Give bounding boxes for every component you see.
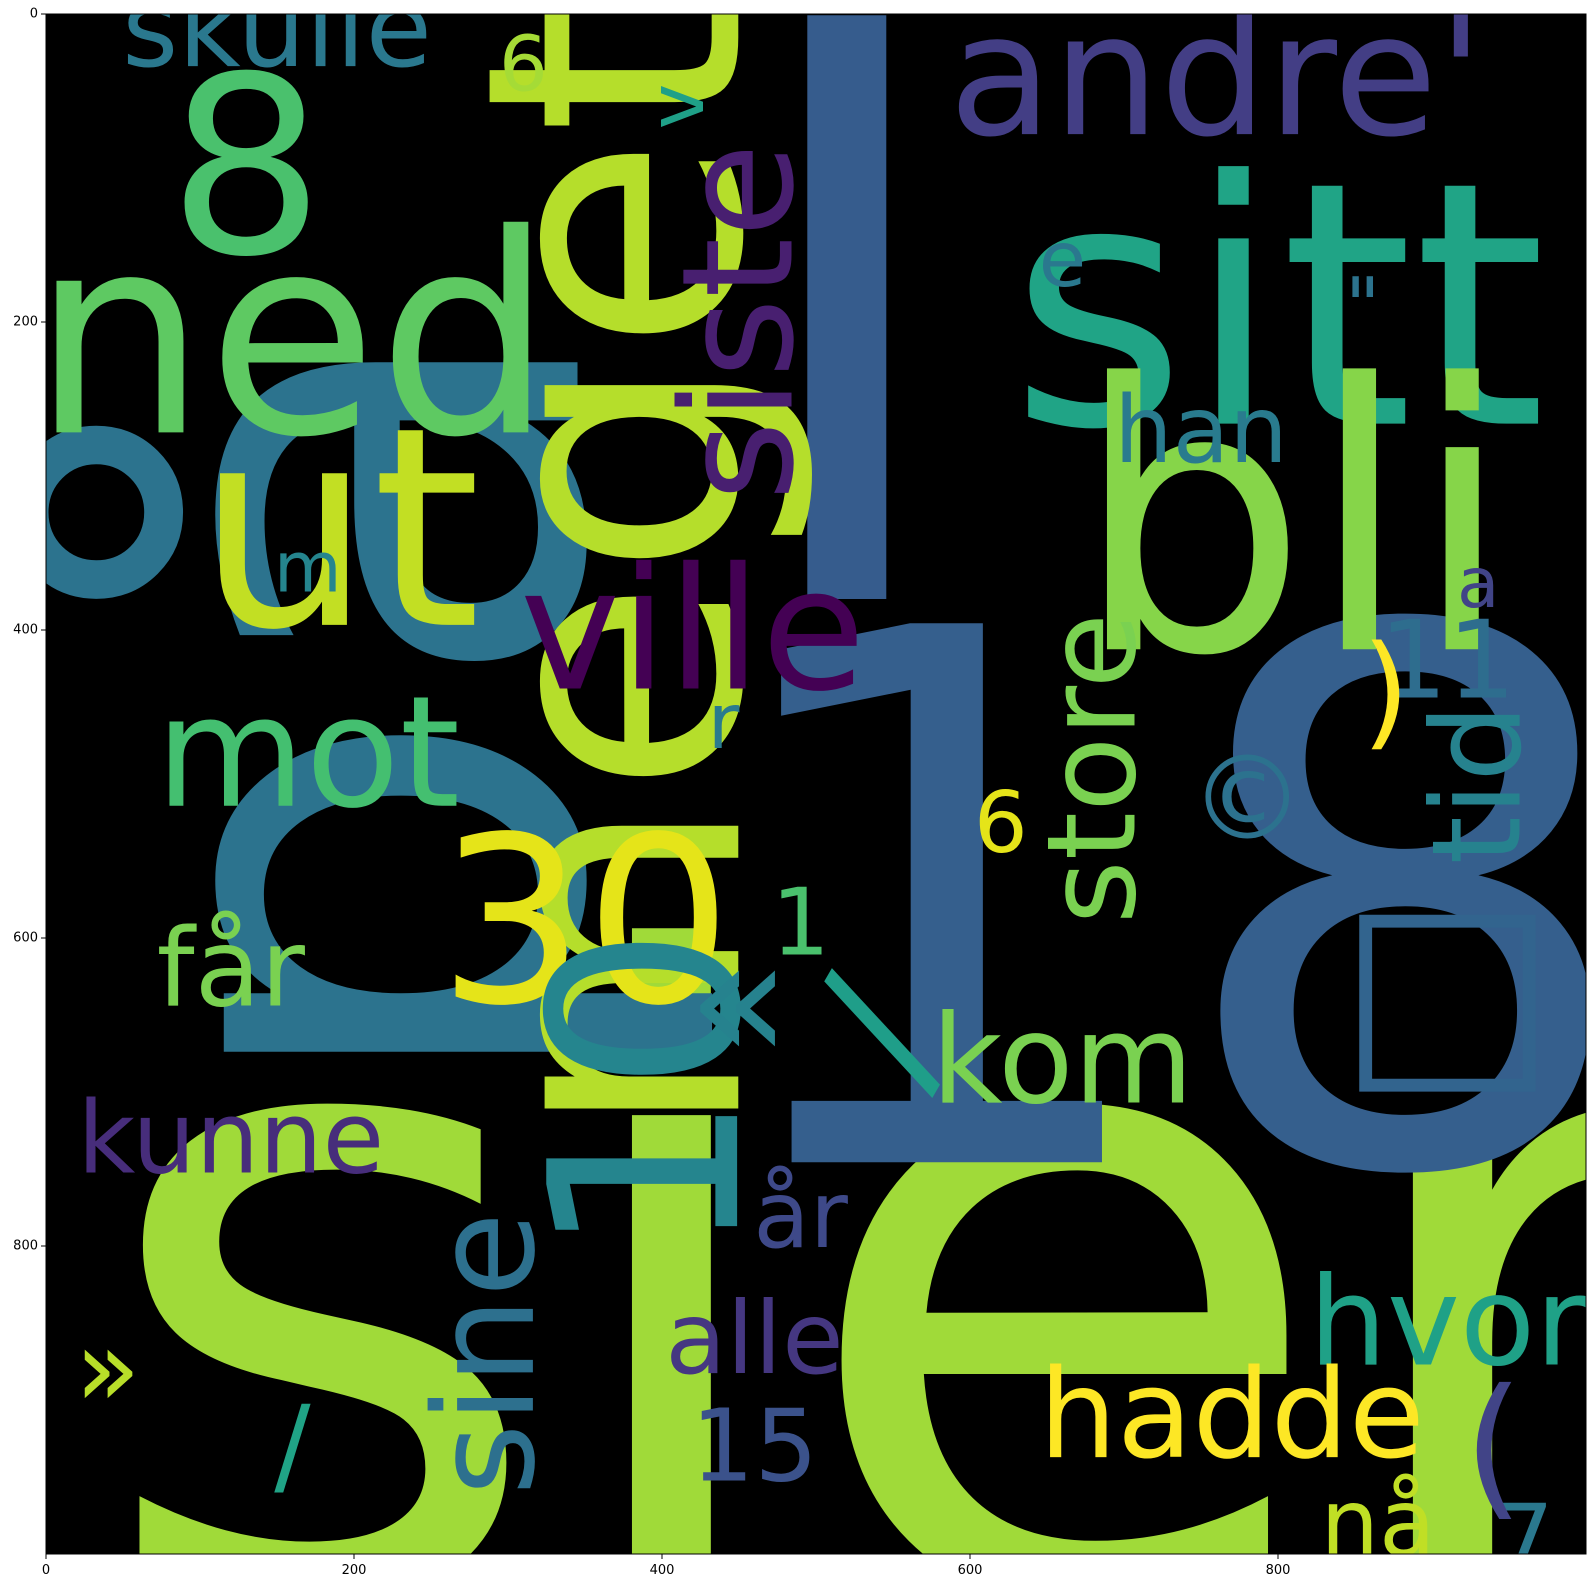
y-tick-label: 400 — [13, 623, 38, 638]
word-2: 18 — [700, 477, 1596, 1337]
word-1: I — [729, 0, 965, 788]
word-33: 1 — [771, 869, 830, 977]
word-7: ned — [31, 176, 553, 498]
y-axis: 0 200 400 600 800 — [13, 7, 46, 1254]
word-39: » — [75, 1307, 141, 1432]
word-17: tid — [1407, 704, 1550, 865]
word-4: meget — [409, 0, 822, 1141]
word-35: © — [1189, 732, 1305, 866]
y-tick-label: 600 — [13, 931, 38, 946]
word-37: ( — [1464, 1357, 1524, 1536]
x-tick-label: 400 — [650, 1563, 675, 1578]
plot-frame — [45, 13, 1587, 1555]
word-20: hadde — [1039, 1344, 1425, 1487]
word-8: ut — [196, 369, 480, 691]
word-44: v — [633, 84, 722, 130]
word-45: m — [274, 528, 342, 608]
word-25: alle — [665, 1280, 844, 1397]
word-34: 9 — [499, 16, 548, 105]
word-47: r — [708, 678, 740, 767]
word-13: ville — [520, 532, 866, 729]
x-tick-label: 200 — [342, 1563, 367, 1578]
word-36: ) — [1362, 620, 1410, 763]
word-14: andre' — [949, 0, 1484, 174]
word-28: år — [753, 1161, 848, 1269]
word-11: 10 — [494, 925, 799, 1258]
word-16: store — [1022, 613, 1165, 925]
word-19: hvor — [1309, 1252, 1586, 1395]
y-tick-label: 200 — [13, 315, 38, 330]
x-tick-label: 0 — [42, 1563, 50, 1578]
word-5: sitt — [1010, 110, 1546, 504]
word-3: på — [0, 304, 731, 1111]
word-30: 11 — [1379, 598, 1516, 723]
word-23: kunne — [77, 1080, 384, 1197]
word-27: han — [1114, 376, 1288, 484]
word-24: får — [157, 906, 306, 1031]
word-29: nå — [1321, 1469, 1436, 1577]
word-38: « — [687, 901, 791, 1098]
word-41: / — [274, 1384, 311, 1509]
word-32: 6 — [974, 773, 1028, 872]
word-26: 15 — [691, 1388, 818, 1505]
word-42: e — [1039, 216, 1086, 305]
word-31: 7 — [1495, 1485, 1554, 1588]
word-22: skulle — [122, 0, 432, 92]
word-6: bli — [1073, 307, 1513, 737]
x-tick-label: 800 — [1266, 1563, 1291, 1578]
y-tick-label: 800 — [13, 1239, 38, 1254]
word-15: mot — [155, 664, 460, 843]
word-46: a — [1457, 544, 1499, 624]
word-12: siste — [650, 143, 829, 501]
word-0: sier — [92, 781, 1596, 1588]
word-9: 8 — [168, 25, 325, 312]
x-tick-label: 600 — [958, 1563, 983, 1578]
word-10: 30 — [438, 789, 732, 1057]
word-48: □ — [1338, 850, 1556, 1118]
word-21: sine — [404, 1212, 566, 1496]
word-18: kom — [931, 990, 1193, 1133]
plot-area — [46, 14, 1586, 1554]
y-tick-label: 0 — [30, 7, 38, 22]
word-43: " — [1345, 262, 1380, 351]
x-axis: 0 200 400 600 800 — [42, 1554, 1291, 1578]
